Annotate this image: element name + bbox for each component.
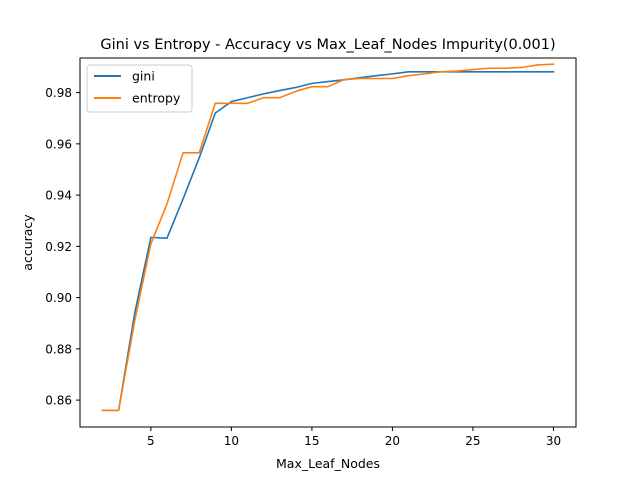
x-axis-label: Max_Leaf_Nodes (276, 456, 380, 471)
x-tick-label: 15 (304, 434, 319, 448)
x-tick-label: 10 (224, 434, 239, 448)
x-tick-label: 30 (546, 434, 561, 448)
legend: gini entropy (86, 64, 193, 113)
y-axis-label: accuracy (20, 214, 35, 271)
legend-gini-label: gini (132, 69, 155, 84)
chart-title: Gini vs Entropy - Accuracy vs Max_Leaf_N… (100, 37, 555, 53)
y-tick-label: 0.96 (45, 137, 72, 151)
y-tick-label: 0.98 (45, 86, 72, 100)
x-tick-label: 25 (465, 434, 480, 448)
y-tick-label: 0.88 (45, 342, 72, 356)
y-tick-label: 0.90 (45, 291, 72, 305)
series-line-entropy (101, 63, 555, 412)
y-axis-ticks: 0.86 0.88 0.90 0.92 0.94 0.96 0.98 (45, 86, 80, 408)
x-axis-ticks: 5 10 15 20 25 30 (147, 427, 561, 448)
series-line-gini (101, 71, 555, 412)
x-tick-label: 5 (147, 434, 155, 448)
series-lines (101, 63, 555, 412)
x-tick-label: 20 (385, 434, 400, 448)
y-tick-label: 0.92 (45, 240, 72, 254)
y-tick-label: 0.94 (45, 189, 72, 203)
legend-entropy-label: entropy (132, 91, 181, 106)
y-tick-label: 0.86 (45, 394, 72, 408)
plot-area (79, 57, 577, 428)
